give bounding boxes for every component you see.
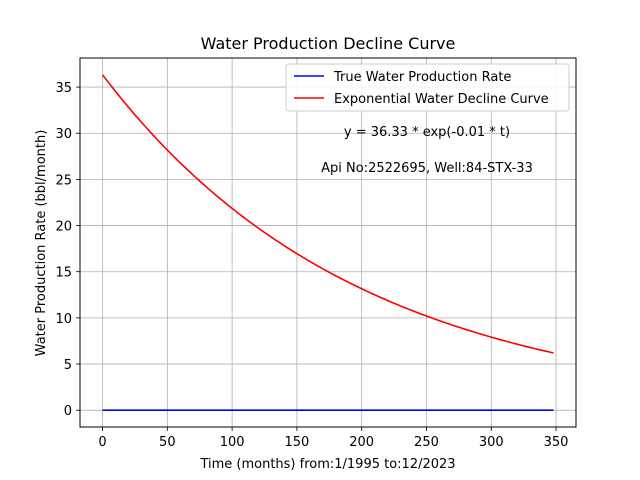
x-tick-label: 300 [479, 435, 504, 450]
legend-label-true-rate: True Water Production Rate [333, 70, 511, 85]
equation-annotation: y = 36.33 * exp(-0.01 * t) [344, 125, 510, 140]
well-annotation: Api No:2522695, Well:84-STX-33 [321, 161, 533, 176]
plot-frame [79, 57, 577, 428]
x-axis-label: Time (months) from:1/1995 to:12/2023 [199, 457, 455, 472]
x-tick-label: 250 [414, 435, 439, 450]
x-tick-label: 0 [98, 435, 106, 450]
y-tick-label: 25 [55, 173, 72, 188]
legend: True Water Production Rate Exponential W… [285, 63, 570, 112]
x-tick-label: 150 [284, 435, 309, 450]
tick-layer: 0 50 100 150 200 250 300 350 0 5 10 15 20 25 30 35 [55, 81, 568, 450]
y-axis-label: Water Production Rate (bbl/month) [34, 130, 49, 357]
y-tick-label: 0 [64, 404, 72, 419]
y-tick-label: 30 [55, 127, 72, 142]
y-tick-label: 10 [55, 312, 72, 327]
y-tick-label: 35 [55, 81, 72, 96]
legend-label-exponential: Exponential Water Decline Curve [334, 92, 549, 107]
x-tick-label: 350 [544, 435, 569, 450]
series-line-exponential [101, 74, 554, 354]
x-tick-label: 200 [349, 435, 374, 450]
chart-title: Water Production Decline Curve [201, 34, 456, 53]
series-layer [101, 74, 554, 411]
legend-box [285, 63, 570, 112]
y-tick-label: 15 [55, 266, 72, 281]
x-tick-label: 100 [220, 435, 245, 450]
y-tick-label: 5 [64, 358, 72, 373]
y-tick-label: 20 [55, 220, 72, 235]
x-tick-label: 50 [159, 435, 176, 450]
